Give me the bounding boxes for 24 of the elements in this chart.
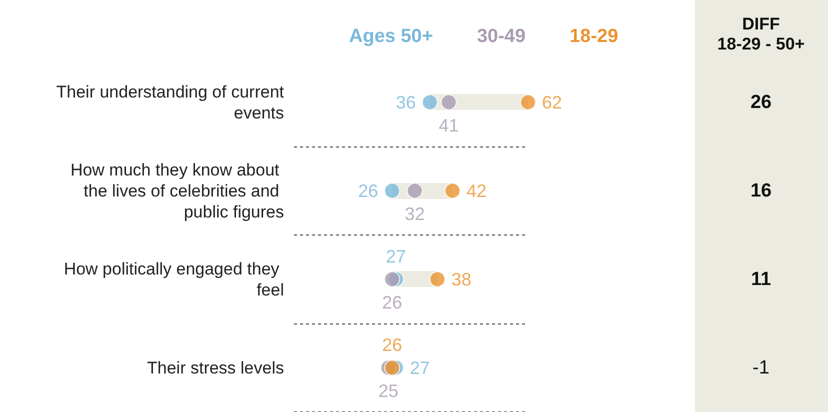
text: 30-49	[476, 26, 526, 47]
y-tick-label: How politically engaged they feel	[64, 259, 284, 300]
data-label: 32	[404, 204, 425, 224]
text: 11	[750, 268, 772, 290]
data-label: 26	[382, 292, 402, 312]
data-label: 27	[410, 358, 430, 378]
y-tick-label: Their stress levels	[147, 358, 284, 378]
y-tick-label: Their understanding of current events	[56, 82, 284, 122]
text: DIFF 18-29 - 50+	[717, 14, 805, 54]
data-label: 42	[466, 180, 487, 201]
data-label: 26	[358, 180, 378, 201]
text: 18-29	[570, 26, 618, 47]
y-tick-label: How much they know about the lives of celebrities and public figures	[70, 160, 284, 222]
text: Ages 50+	[349, 26, 433, 47]
data-label: 25	[378, 380, 398, 401]
data-label: 38	[451, 269, 472, 290]
data-label: 62	[542, 92, 562, 112]
data-label: 26	[382, 334, 402, 355]
text: 26	[750, 92, 772, 113]
data-label: 36	[396, 92, 416, 112]
text: -1	[752, 357, 770, 378]
text: 16	[750, 180, 772, 202]
data-label: 41	[438, 115, 459, 136]
data-label: 27	[386, 246, 406, 266]
